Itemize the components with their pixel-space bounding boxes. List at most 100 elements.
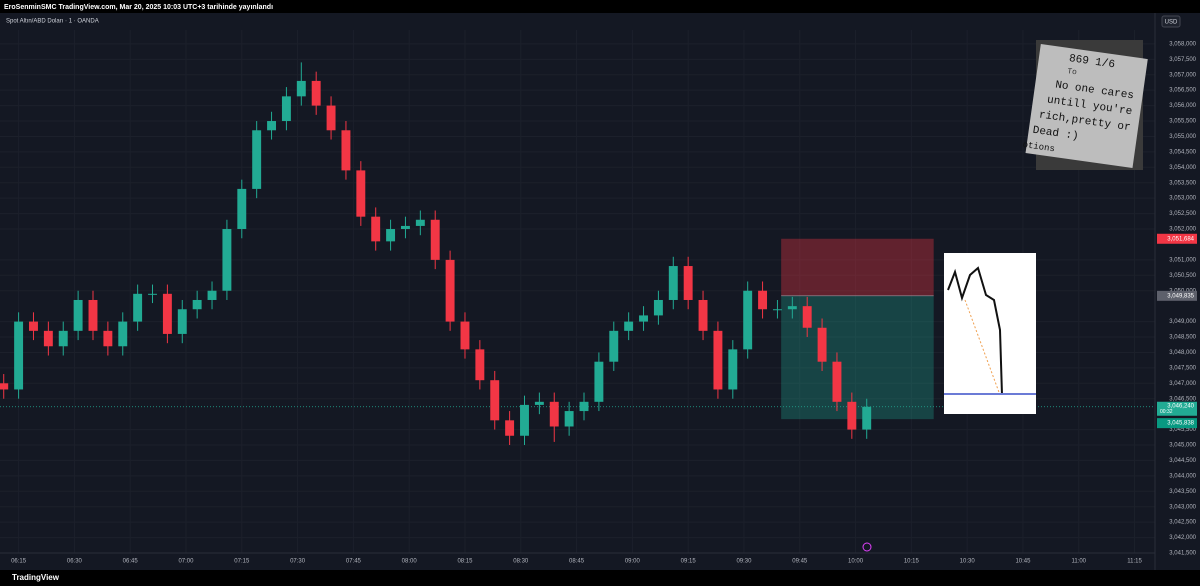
y-tick-label: 3,054,000 bbox=[1169, 165, 1196, 171]
countdown: 00:32 bbox=[1160, 409, 1173, 415]
position-tool bbox=[781, 238, 934, 420]
x-tick-label: 07:00 bbox=[178, 559, 194, 565]
x-tick-label: 10:00 bbox=[848, 559, 864, 565]
last-price-box bbox=[1157, 401, 1197, 416]
candle-body bbox=[148, 293, 157, 295]
target-price-box bbox=[1157, 418, 1197, 429]
candle-body bbox=[281, 96, 291, 122]
candle-body bbox=[653, 299, 663, 316]
y-tick-label: 3,052,000 bbox=[1169, 227, 1196, 233]
candle-body bbox=[787, 306, 797, 310]
candle-body bbox=[222, 229, 232, 291]
y-tick-label: 3,050,500 bbox=[1169, 273, 1196, 279]
stop-zone bbox=[781, 238, 934, 296]
x-tick-label: 10:30 bbox=[960, 559, 976, 565]
candle-body bbox=[430, 219, 440, 260]
y-tick-label: 3,053,500 bbox=[1169, 180, 1196, 186]
y-tick-label: 3,047,000 bbox=[1169, 381, 1196, 387]
entry-price-label: 3,049,835 bbox=[1167, 293, 1194, 299]
candle-body bbox=[549, 401, 559, 427]
note-line: otions bbox=[1022, 140, 1055, 154]
y-tick-label: 3,045,000 bbox=[1169, 443, 1196, 449]
candle-body bbox=[475, 349, 485, 381]
candle-body bbox=[400, 225, 410, 230]
candle-body bbox=[579, 401, 589, 412]
candle-body bbox=[668, 266, 678, 300]
candle-body bbox=[758, 290, 768, 310]
x-tick-label: 10:15 bbox=[904, 559, 920, 565]
stop-price-box bbox=[1157, 233, 1197, 244]
candle-body bbox=[713, 330, 723, 390]
candle-body bbox=[29, 321, 38, 331]
x-tick-label: 08:45 bbox=[569, 559, 585, 565]
candle-body bbox=[43, 330, 53, 347]
inset-bg bbox=[944, 253, 1036, 414]
candle-body bbox=[118, 321, 128, 347]
candle-body bbox=[534, 401, 544, 405]
y-tick-label: 3,058,000 bbox=[1169, 41, 1196, 47]
header-bar bbox=[0, 0, 1200, 13]
candle-body bbox=[743, 290, 753, 350]
x-tick-label: 07:15 bbox=[234, 559, 250, 565]
footer-bar bbox=[0, 570, 1200, 586]
candle-body bbox=[103, 330, 113, 347]
x-tick-label: 09:00 bbox=[625, 559, 641, 565]
x-tick-label: 09:30 bbox=[736, 559, 752, 565]
y-tick-label: 3,046,500 bbox=[1169, 396, 1196, 402]
y-tick-label: 3,043,000 bbox=[1169, 504, 1196, 510]
note-line: To bbox=[1067, 67, 1078, 77]
y-tick-label: 3,055,000 bbox=[1169, 134, 1196, 140]
y-tick-label: 3,043,500 bbox=[1169, 489, 1196, 495]
currency-button-label[interactable]: USD bbox=[1165, 20, 1178, 26]
candle-body bbox=[133, 293, 143, 322]
entry-price-box bbox=[1157, 290, 1197, 301]
candle-body bbox=[490, 380, 500, 421]
candle-body bbox=[252, 130, 262, 189]
currency-button[interactable] bbox=[1161, 15, 1181, 28]
candle-body bbox=[177, 309, 187, 334]
candle-body bbox=[237, 188, 247, 230]
y-tick-label: 3,044,000 bbox=[1169, 473, 1196, 479]
candle-body bbox=[520, 404, 529, 436]
y-tick-label: 3,055,500 bbox=[1169, 119, 1196, 125]
candle-body bbox=[0, 383, 9, 390]
header-text: EroSenminSMC TradingView.com, Mar 20, 20… bbox=[4, 4, 273, 11]
candle-body bbox=[73, 299, 83, 331]
candle-body bbox=[162, 293, 172, 334]
x-tick-label: 11:00 bbox=[1071, 559, 1086, 565]
candle-body bbox=[862, 406, 872, 430]
candle-body bbox=[639, 315, 648, 322]
note-image: 869 1/6 To No one cares untill you're ri… bbox=[1022, 40, 1148, 170]
x-tick-label: 08:15 bbox=[457, 559, 473, 565]
axes: 3,058,000 3,057,500 3,057,000 3,056,500 3,05… bbox=[11, 41, 1197, 565]
y-tick-label: 3,042,000 bbox=[1169, 535, 1196, 541]
stop-price-label: 3,051,684 bbox=[1167, 236, 1194, 242]
x-tick-label: 06:45 bbox=[123, 559, 139, 565]
y-tick-label: 3,053,000 bbox=[1169, 196, 1196, 202]
candle-body bbox=[386, 229, 396, 242]
inset-path bbox=[964, 299, 1001, 396]
candle-body bbox=[624, 321, 634, 331]
event-icon[interactable] bbox=[862, 542, 872, 552]
note-paper bbox=[1025, 44, 1148, 169]
chart-title: Spot Altın/ABD Doları · 1 · OANDA bbox=[6, 19, 99, 25]
candle-body bbox=[505, 420, 515, 436]
candle-body bbox=[847, 401, 857, 430]
y-tick-label: 3,051,000 bbox=[1169, 257, 1196, 263]
y-tick-label: 3,049,000 bbox=[1169, 319, 1196, 325]
y-tick-label: 3,042,500 bbox=[1169, 520, 1196, 526]
x-tick-label: 11:15 bbox=[1127, 559, 1142, 565]
x-tick-label: 09:45 bbox=[792, 559, 808, 565]
y-tick-label: 3,054,500 bbox=[1169, 149, 1196, 155]
x-tick-label: 10:45 bbox=[1015, 559, 1031, 565]
y-tick-label: 3,041,500 bbox=[1169, 551, 1196, 557]
candle-body bbox=[341, 130, 351, 171]
candle-body bbox=[728, 349, 738, 390]
candle-body bbox=[564, 411, 574, 427]
candle-body bbox=[460, 321, 470, 350]
target-price-label: 3,045,838 bbox=[1167, 421, 1194, 427]
y-tick-label: 3,056,500 bbox=[1169, 88, 1196, 94]
y-tick-label: 3,048,000 bbox=[1169, 350, 1196, 356]
candle-body bbox=[192, 299, 202, 310]
